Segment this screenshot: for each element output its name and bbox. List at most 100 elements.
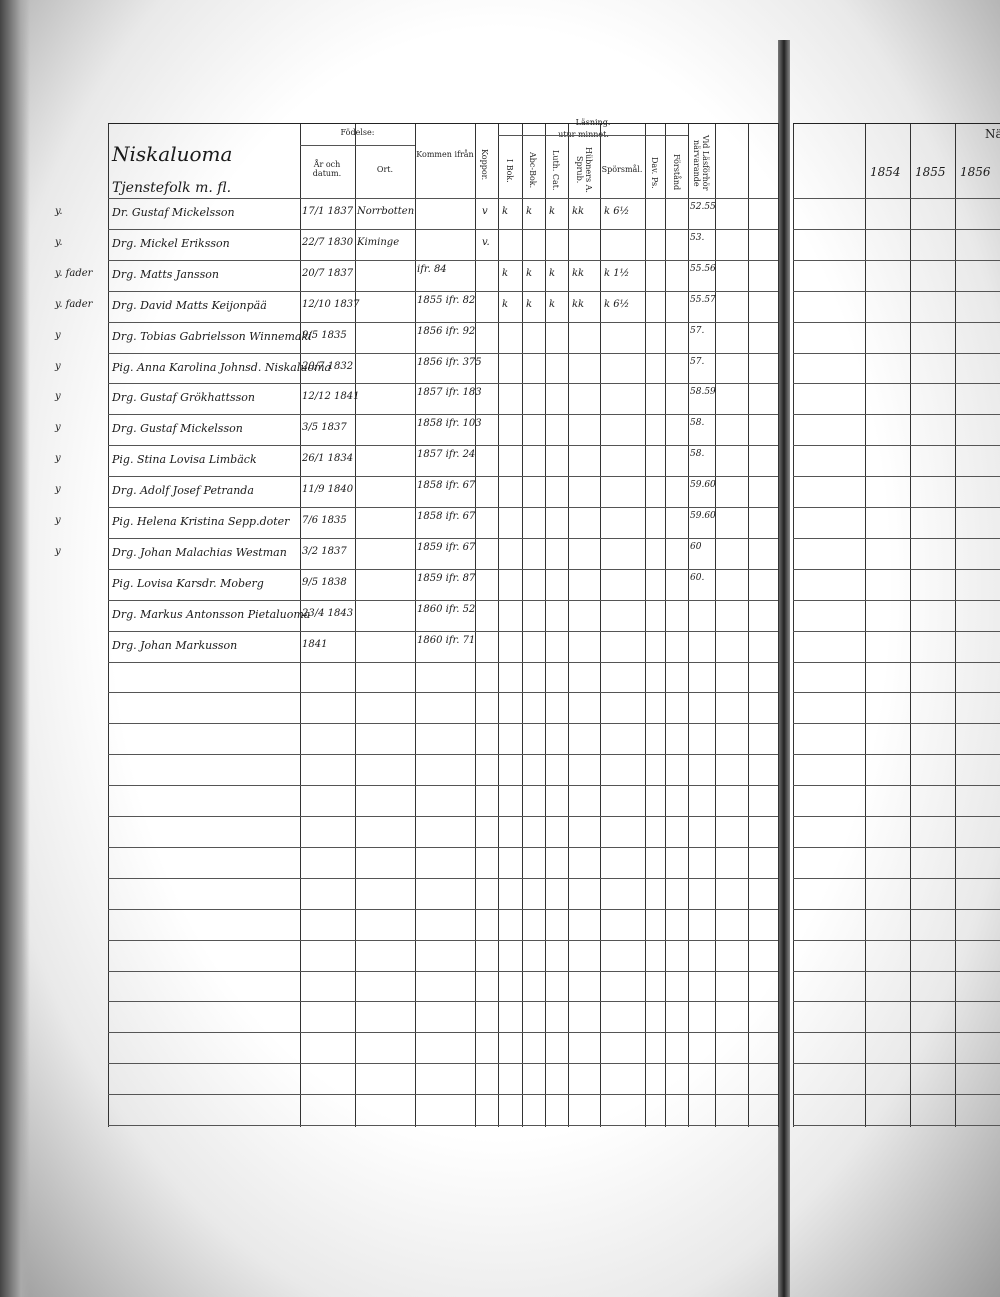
column-rule xyxy=(545,123,546,1127)
row-rule xyxy=(793,507,1000,508)
row-rule xyxy=(793,785,1000,787)
row-rule xyxy=(108,785,778,787)
col-header: I Bok. xyxy=(505,158,514,183)
row-present: 59.60 xyxy=(690,511,716,521)
col-header: Hübners A. Sprub. xyxy=(575,147,593,193)
row-name: Drg. Gustaf Mickelsson xyxy=(112,422,243,436)
row-present: 60 xyxy=(690,541,702,552)
row-name: Pig. Stina Lovisa Limbäck xyxy=(112,453,257,467)
row-rule xyxy=(108,476,778,478)
row-birth-date: 22/7 1830 xyxy=(302,236,354,248)
row-rule xyxy=(108,228,778,230)
row-rule xyxy=(793,537,1000,539)
row-name: Drg. David Matts Keijonpää xyxy=(112,298,267,312)
col-header: Vid Läsförhör närvarande xyxy=(692,135,710,191)
row-rule xyxy=(108,198,778,199)
row-reading-mark: k xyxy=(526,267,533,279)
row-present: 52.55 xyxy=(690,202,716,212)
row-rule xyxy=(793,259,1000,261)
row-rule xyxy=(108,568,778,570)
title: Niskaluoma xyxy=(112,142,233,166)
row-birth-date: 23/4 1843 xyxy=(302,607,354,619)
row-rule xyxy=(108,661,778,663)
row-reading-mark: k xyxy=(502,298,509,310)
column-rule xyxy=(793,123,794,1127)
section: Tjenstefolk m. fl. xyxy=(112,180,232,196)
row-came-from: 1856 ifr. 92 xyxy=(417,325,476,337)
row-present: 53. xyxy=(690,232,705,243)
row-rule xyxy=(793,877,1000,879)
row-present: 55.57 xyxy=(690,294,716,305)
row-rule xyxy=(108,445,778,447)
row-rule xyxy=(108,1001,778,1003)
row-margin-note: y. fader xyxy=(55,298,93,310)
row-margin-note: y xyxy=(55,484,61,496)
column-rule xyxy=(475,123,476,1127)
row-rule xyxy=(108,507,778,508)
row-birth-date: 20/7 1837 xyxy=(302,267,354,279)
column-rule xyxy=(108,123,109,1127)
col-header: Läsning. xyxy=(498,118,688,127)
row-rule xyxy=(108,877,778,879)
row-birth-place: Norrbotten xyxy=(357,206,415,217)
row-reading-mark: k xyxy=(526,298,533,310)
row-margin-note: y. xyxy=(55,236,63,248)
row-came-from: 1858 ifr. 67 xyxy=(417,480,476,492)
header-rule xyxy=(498,135,688,136)
column-rule xyxy=(715,123,716,1127)
row-rule xyxy=(793,661,1000,663)
row-came-from: 1857 ifr. 24 xyxy=(417,449,476,461)
col-header: Koppor. xyxy=(480,149,489,181)
row-reading-mark: k xyxy=(549,267,556,279)
row-rule xyxy=(793,908,1000,910)
row-rule xyxy=(793,198,1000,199)
row-came-from: 1855 ifr. 82 xyxy=(417,294,476,306)
col-header: Kommen ifrån xyxy=(416,150,474,159)
row-reading-mark: kk xyxy=(572,206,585,217)
row-reading-mark: k 1½ xyxy=(604,267,630,279)
row-rule xyxy=(793,228,1000,230)
row-margin-note: y. xyxy=(55,206,63,217)
row-present: 58.59 xyxy=(690,387,716,398)
row-rule xyxy=(108,259,778,261)
row-name: Dr. Gustaf Mickelsson xyxy=(112,206,235,219)
row-margin-note: y xyxy=(55,515,61,526)
header-rule xyxy=(108,123,778,124)
row-came-from: 1856 ifr. 375 xyxy=(417,356,482,368)
row-birth-date: 12/12 1841 xyxy=(302,391,360,403)
row-name: Drg. Mickel Eriksson xyxy=(112,236,230,250)
row-pox: v. xyxy=(482,236,490,248)
row-margin-note: y xyxy=(55,422,61,434)
row-reading-mark: k xyxy=(502,206,509,217)
row-came-from: ifr. 84 xyxy=(417,263,447,275)
row-reading-mark: k xyxy=(526,206,533,217)
row-present: 57. xyxy=(690,325,705,336)
row-name: Drg. Tobias Gabrielsson Winnemaki xyxy=(112,329,312,343)
row-rule xyxy=(793,476,1000,478)
row-came-from: 1858 ifr. 67 xyxy=(417,511,476,522)
row-rule xyxy=(793,846,1000,848)
row-came-from: 1859 ifr. 87 xyxy=(417,572,476,584)
column-rule xyxy=(688,123,689,1127)
column-rule xyxy=(645,123,646,1127)
column-rule xyxy=(415,123,416,1127)
row-rule xyxy=(793,692,1000,694)
row-name: Drg. Gustaf Grökhattsson xyxy=(112,391,255,405)
column-rule xyxy=(355,123,356,1127)
row-reading-mark: k 6½ xyxy=(604,206,630,217)
row-rule xyxy=(793,1094,1000,1096)
col-header: Födelse: xyxy=(340,128,375,137)
row-rule xyxy=(108,1125,778,1126)
row-rule xyxy=(108,383,778,385)
row-rule xyxy=(793,568,1000,570)
row-rule xyxy=(793,723,1000,725)
row-name: Pig. Anna Karolina Johnsd. Niskaluoma xyxy=(112,360,332,374)
row-rule xyxy=(793,290,1000,292)
row-birth-date: 26/1 1834 xyxy=(302,453,354,465)
col-header: utur minnet. xyxy=(522,130,645,139)
column-rule xyxy=(748,123,749,1127)
row-rule xyxy=(108,414,778,416)
year-label: 1855 xyxy=(915,165,946,179)
row-rule xyxy=(108,290,778,292)
